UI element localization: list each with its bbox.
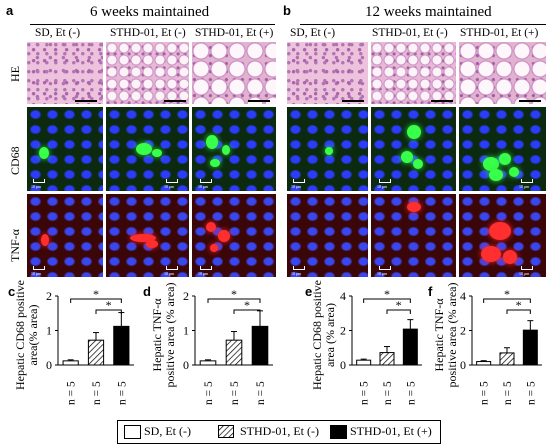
chart-e-bar bbox=[379, 352, 395, 366]
cd68-image-a-sthd-minus: 10 μm bbox=[106, 107, 189, 191]
chart-d-tick-label: 0 bbox=[183, 358, 189, 372]
chart-e-bar bbox=[356, 359, 372, 366]
panel-label-e: e bbox=[305, 284, 313, 299]
chart-f-tick-label: 2 bbox=[460, 324, 466, 338]
chart-c-tick-label: 2 bbox=[46, 289, 52, 303]
chart-c-tick-label: 1 bbox=[46, 324, 52, 338]
panel-b-header: 12 weeks maintained bbox=[365, 4, 492, 20]
chart-c-sig-star: * bbox=[93, 287, 99, 301]
cd68-image-a-sthd-plus: 10 μm bbox=[192, 107, 276, 191]
tnf-image-a-sthd-plus: 10 μm bbox=[192, 194, 276, 277]
chart-f-bar bbox=[522, 329, 538, 366]
chart-f-sig-star: * bbox=[504, 287, 510, 301]
he-image-b-sthd-plus bbox=[459, 42, 546, 104]
chart-d-sig-bracket bbox=[207, 298, 261, 303]
chart-e-sig-bracket bbox=[386, 309, 411, 314]
chart-c-sig-bracket bbox=[95, 309, 122, 314]
chart-c-tick-label: 0 bbox=[46, 358, 52, 372]
chart-d-n-label: n = 5 bbox=[203, 381, 215, 405]
legend-label-sd: SD, Et (-) bbox=[144, 424, 191, 438]
chart-d-bar bbox=[251, 325, 269, 366]
chart-d-bar bbox=[225, 339, 243, 366]
tnf-image-b-sthd-minus: 10 μm bbox=[371, 194, 456, 277]
chart-e-tick-label: 4 bbox=[340, 289, 346, 303]
panel-b-header-rule bbox=[300, 24, 546, 25]
chart-d-sig-bracket bbox=[233, 309, 261, 314]
chart-f-bar bbox=[476, 361, 492, 366]
chart-c-bar bbox=[113, 325, 130, 366]
chart-d-n-label: n = 5 bbox=[229, 381, 241, 405]
chart-e-bar bbox=[402, 328, 418, 366]
legend-label-sthd-minus: STHD-01, Et (-) bbox=[240, 424, 319, 438]
chart-f-bar bbox=[499, 352, 515, 366]
chart-e-tick-label: 2 bbox=[340, 324, 346, 338]
panel-a-header: 6 weeks maintained bbox=[90, 4, 210, 20]
chart-c-bar bbox=[87, 339, 105, 366]
chart-c-bar bbox=[62, 360, 79, 366]
panel-label-d: d bbox=[143, 284, 151, 299]
col-label-sthd-minus-a: STHD-01, Et (-) bbox=[110, 27, 186, 39]
chart-d-sig-star: * bbox=[231, 287, 237, 301]
tnf-image-b-sd: 10 μm bbox=[287, 194, 368, 277]
cd68-image-b-sthd-plus: 10 μm bbox=[459, 107, 546, 191]
chart-f-sig-bracket bbox=[483, 298, 531, 303]
chart-c-n-label: n = 5 bbox=[66, 381, 78, 405]
he-image-a-sd bbox=[27, 42, 103, 104]
chart-d-tick-label: 1 bbox=[183, 324, 189, 338]
legend-swatch-sd bbox=[124, 425, 141, 439]
chart-f-n-label: n = 5 bbox=[502, 381, 514, 405]
chart-c-sig-bracket bbox=[70, 298, 122, 303]
legend: SD, Et (-) STHD-01, Et (-) STHD-01, Et (… bbox=[117, 420, 441, 444]
chart-d-tick-label: 2 bbox=[183, 289, 189, 303]
cd68-image-b-sd: 10 μm bbox=[287, 107, 368, 191]
panel-label-a: a bbox=[6, 3, 14, 18]
col-label-sthd-minus-b: STHD-01, Et (-) bbox=[372, 27, 448, 39]
he-image-b-sd bbox=[287, 42, 368, 104]
legend-label-sthd-plus: STHD-01, Et (+) bbox=[350, 424, 432, 438]
tnf-image-b-sthd-plus: 10 μm bbox=[459, 194, 546, 277]
legend-swatch-sthd-minus bbox=[218, 425, 234, 438]
col-label-sd-a: SD, Et (-) bbox=[35, 27, 81, 39]
cd68-image-b-sthd-minus: 10 μm bbox=[371, 107, 456, 191]
chart-f-sig-star: * bbox=[516, 298, 522, 312]
he-image-a-sthd-minus bbox=[106, 42, 189, 104]
chart-f-n-label: n = 5 bbox=[525, 381, 537, 405]
he-image-b-sthd-minus bbox=[371, 42, 456, 104]
col-label-sd-b: SD, Et (-) bbox=[290, 27, 336, 39]
panel-a-header-rule bbox=[30, 24, 275, 25]
legend-swatch-sthd-plus bbox=[330, 425, 347, 439]
chart-d-sig-star: * bbox=[244, 298, 250, 312]
chart-e-n-label: n = 5 bbox=[359, 381, 371, 405]
chart-f-sig-bracket bbox=[506, 309, 531, 314]
chart-f-tick-label: 0 bbox=[460, 358, 466, 372]
chart-e-n-label: n = 5 bbox=[382, 381, 394, 405]
chart-c-sig-star: * bbox=[106, 298, 112, 312]
cd68-image-a-sd: 10 μm bbox=[27, 107, 103, 191]
panel-label-f: f bbox=[428, 284, 433, 299]
tnf-image-a-sthd-minus: 10 μm bbox=[106, 194, 189, 277]
chart-f-tick-label: 4 bbox=[460, 289, 466, 303]
he-image-a-sthd-plus bbox=[192, 42, 276, 104]
chart-e-sig-bracket bbox=[363, 298, 411, 303]
chart-f-n-label: n = 5 bbox=[479, 381, 491, 405]
chart-d-bar bbox=[199, 360, 217, 366]
chart-e-tick-label: 0 bbox=[340, 358, 346, 372]
col-label-sthd-plus-a: STHD-01, Et (+) bbox=[195, 27, 274, 39]
chart-c-n-label: n = 5 bbox=[91, 381, 103, 405]
panel-label-c: c bbox=[8, 284, 16, 299]
chart-e-n-label: n = 5 bbox=[405, 381, 417, 405]
chart-c-n-label: n = 5 bbox=[116, 381, 128, 405]
chart-e-sig-star: * bbox=[384, 287, 390, 301]
col-label-sthd-plus-b: STHD-01, Et (+) bbox=[460, 27, 539, 39]
panel-label-b: b bbox=[283, 3, 291, 18]
tnf-image-a-sd: 10 μm bbox=[27, 194, 103, 277]
chart-d-n-label: n = 5 bbox=[255, 381, 267, 405]
chart-e-sig-star: * bbox=[396, 298, 402, 312]
